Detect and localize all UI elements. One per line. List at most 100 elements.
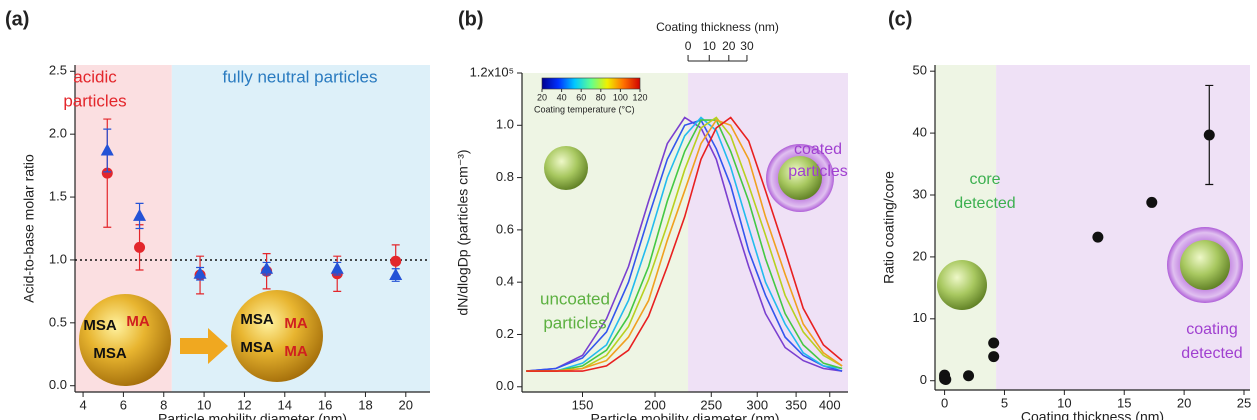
marker [193, 266, 207, 279]
colorbar-tick-label: 120 [632, 92, 647, 102]
panel-label: (b) [458, 8, 484, 30]
annotation: coated [794, 141, 842, 158]
panel-label: (c) [888, 8, 912, 30]
y-axis-label: Ratio coating/core [881, 171, 897, 284]
marker [1146, 196, 1158, 208]
annotation: MA [284, 315, 307, 332]
marker [390, 255, 402, 267]
x-tick-label: 10 [197, 397, 211, 412]
y-tick-label: 1.2x10⁵ [470, 64, 514, 79]
top-tick-label: 20 [722, 39, 736, 53]
neutral-particle [231, 290, 323, 382]
x-tick-label: 12 [237, 397, 251, 412]
colorbar-tick-label: 80 [596, 92, 606, 102]
marker [1092, 231, 1104, 243]
y-tick-label: 0.4 [496, 274, 514, 289]
annotation: particles [63, 91, 126, 110]
annotation: MSA [240, 339, 274, 356]
marker [100, 143, 114, 156]
illustrations [79, 144, 1243, 386]
x-tick-label: 20 [399, 397, 413, 412]
x-tick-label: 6 [120, 397, 127, 412]
colorbar [541, 77, 641, 90]
x-tick-label: 15 [1117, 395, 1131, 410]
uncoated-particle [544, 146, 588, 190]
series-line [526, 116, 843, 372]
panel-label: (a) [5, 8, 29, 30]
y-tick-label: 20 [913, 248, 927, 263]
acidic-particle [79, 294, 171, 386]
y-tick-label: 0.6 [496, 221, 514, 236]
annotation: detected [954, 195, 1015, 212]
x-tick-label: 20 [1177, 395, 1191, 410]
x-tick-label: 10 [1057, 395, 1071, 410]
top-tick-label: 30 [740, 39, 754, 53]
annotation: detected [1181, 345, 1242, 362]
x-axis-label: Particle mobility diameter (nm) [590, 411, 779, 420]
annotation: particles [788, 163, 848, 180]
y-tick-label: 0.5 [49, 314, 67, 329]
x-tick-label: 14 [278, 397, 292, 412]
annotation: MA [126, 313, 149, 330]
arrow [180, 328, 228, 364]
x-tick-label: 150 [572, 397, 594, 412]
annotation: MSA [240, 311, 274, 328]
annotation: MSA [93, 345, 127, 362]
annotation: fully neutral particles [223, 67, 378, 86]
x-axis-label: Coating thickness (nm) [1021, 409, 1164, 420]
annotation: MA [284, 343, 307, 360]
y-tick-label: 2.5 [49, 63, 67, 78]
y-tick-label: 0.0 [49, 377, 67, 392]
marker [134, 241, 146, 253]
x-tick-label: 4 [79, 397, 86, 412]
x-tick-label: 250 [700, 397, 722, 412]
x-tick-label: 16 [318, 397, 332, 412]
top-tick-label: 10 [703, 39, 717, 53]
series-line [526, 119, 843, 372]
core-particle [937, 260, 987, 310]
annotation: particles [543, 313, 606, 332]
top-axis-label: Coating thickness (nm) [656, 20, 779, 34]
shaded-region [996, 65, 1250, 390]
y-tick-label: 0.0 [496, 378, 514, 393]
y-tick-label: 40 [913, 125, 927, 140]
y-tick-label: 1.0 [49, 251, 67, 266]
y-tick-label: 1.0 [496, 117, 514, 132]
shaded-region [688, 73, 848, 392]
x-tick-label: 25 [1237, 395, 1251, 410]
series-line [526, 116, 843, 372]
y-tick-label: 10 [913, 310, 927, 325]
marker [963, 370, 975, 382]
x-tick-label: 400 [819, 397, 841, 412]
annotation: acidic [73, 67, 117, 86]
shaded-region [935, 65, 997, 390]
y-axis-label: dN/dlogDp (particles cm⁻³) [455, 149, 471, 315]
y-tick-label: 50 [913, 63, 927, 78]
x-tick-label: 0 [941, 395, 948, 410]
marker [940, 373, 952, 385]
x-tick-label: 200 [644, 397, 666, 412]
colorbar-label: Coating temperature (°C) [534, 104, 635, 114]
marker [389, 268, 403, 281]
marker [988, 351, 1000, 363]
colorbar-tick-label: 40 [557, 92, 567, 102]
colorbar-tick-label: 60 [576, 92, 586, 102]
x-tick-label: 18 [358, 397, 372, 412]
x-axis-label: Particle mobility diameter (nm) [158, 411, 347, 420]
coated-core [778, 156, 822, 200]
colorbar-tick-label: 100 [613, 92, 628, 102]
colorbar-tick-label: 20 [537, 92, 547, 102]
annotation: uncoated [540, 289, 610, 308]
annotation: core [969, 171, 1000, 188]
marker [133, 208, 147, 221]
annotation: coating [1186, 321, 1238, 338]
foreground-layer: (a) 4 6 8 10 12 14 16 18 20 0.0 0.5 1.0 1.5 2.0 2.5 Part… [5, 8, 1251, 420]
y-tick-label: 30 [913, 186, 927, 201]
y-tick-label: 1.5 [49, 188, 67, 203]
y-tick-label: 0.2 [496, 326, 514, 341]
x-tick-label: 300 [746, 397, 768, 412]
y-tick-label: 0 [920, 372, 927, 387]
marker [330, 261, 344, 274]
